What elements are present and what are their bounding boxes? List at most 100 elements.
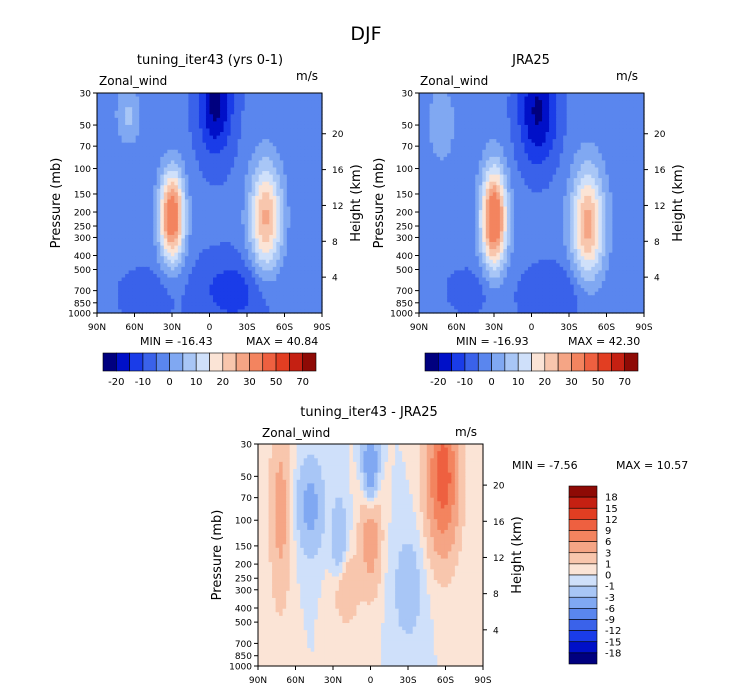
contour-cell (577, 124, 582, 130)
contour-cell (272, 181, 277, 186)
contour-cell (234, 231, 239, 236)
contour-cell (293, 167, 298, 172)
contour-cell (220, 284, 225, 289)
contour-cell (132, 188, 137, 193)
contour-cell (216, 270, 221, 275)
contour-cell (198, 93, 204, 98)
contour-cell (135, 96, 140, 101)
contour-cell (139, 142, 144, 147)
contour-cell (128, 142, 133, 147)
contour-cell (475, 103, 480, 108)
contour-cell (499, 142, 504, 147)
contour-cell (241, 117, 246, 122)
contour-cell (563, 100, 568, 105)
contour-cell (304, 96, 309, 101)
contour-cell (170, 121, 175, 126)
contour-cell (118, 249, 123, 254)
contour-cell (135, 160, 140, 165)
contour-cell (496, 139, 501, 144)
contour-cell (443, 139, 448, 144)
contour-cell (311, 153, 316, 158)
contour-cell (293, 114, 298, 119)
contour-cell (612, 93, 617, 98)
contour-cell (213, 231, 218, 236)
contour-cell (177, 121, 182, 126)
contour-cell (293, 156, 298, 162)
contour-cell (132, 217, 137, 222)
contour-cell (111, 142, 116, 147)
contour-cell (297, 178, 302, 183)
contour-cell (573, 107, 578, 112)
contour-cell (114, 156, 119, 162)
contour-cell (128, 121, 133, 126)
contour-cell (559, 96, 564, 101)
contour-cell (195, 160, 200, 165)
contour-cell (139, 146, 144, 151)
contour-cell (156, 107, 161, 112)
contour-cell (244, 149, 249, 154)
contour-cell (156, 160, 161, 165)
contour-cell (202, 185, 207, 190)
contour-cell (464, 114, 469, 119)
contour-cell (234, 107, 239, 112)
contour-cell (492, 117, 497, 122)
contour-cell (304, 107, 309, 112)
contour-cell (146, 291, 151, 296)
contour-cell (605, 93, 610, 98)
contour-cell (227, 291, 232, 296)
contour-cell (104, 270, 109, 275)
contour-cell (111, 163, 116, 169)
contour-cell (153, 178, 158, 183)
contour-cell (153, 142, 158, 147)
contour-cell (265, 210, 270, 215)
contour-cell (114, 124, 119, 130)
contour-cell (293, 107, 298, 112)
contour-cell (163, 160, 168, 165)
contour-cell (269, 256, 274, 261)
contour-cell (191, 195, 197, 201)
contour-cell (191, 110, 197, 115)
contour-cell (436, 121, 441, 126)
contour-cell (191, 277, 197, 282)
contour-cell (468, 114, 473, 119)
contour-cell (318, 96, 323, 101)
contour-cell (492, 121, 497, 126)
contour-cell (304, 288, 309, 293)
contour-cell (111, 124, 116, 130)
contour-cell (244, 192, 249, 197)
contour-cell (111, 249, 116, 254)
contour-cell (170, 107, 175, 112)
contour-cell (636, 124, 642, 130)
contour-cell (146, 153, 151, 158)
contour-cell (195, 124, 200, 130)
contour-cell (216, 146, 221, 151)
contour-cell (290, 281, 295, 286)
contour-cell (290, 132, 295, 137)
contour-cell (191, 234, 197, 240)
contour-cell (135, 217, 140, 222)
contour-cell (195, 135, 200, 140)
contour-cell (216, 238, 221, 243)
contour-cell (121, 302, 126, 307)
contour-cell (104, 153, 109, 158)
contour-cell (482, 121, 487, 126)
contour-cell (520, 93, 526, 98)
contour-cell (307, 117, 313, 122)
contour-cell (234, 295, 239, 300)
contour-cell (170, 128, 175, 133)
contour-cell (205, 284, 211, 289)
contour-cell (262, 252, 267, 257)
contour-cell (177, 96, 182, 101)
contour-cell (318, 128, 323, 133)
contour-cell (97, 249, 102, 254)
contour-cell (262, 213, 267, 218)
contour-cell (125, 309, 130, 314)
contour-cell (237, 220, 242, 225)
contour-cell (272, 192, 277, 197)
contour-cell (220, 245, 225, 250)
contour-cell (184, 185, 190, 190)
contour-cell (209, 139, 214, 144)
contour-cell (191, 163, 197, 169)
contour-cell (202, 249, 207, 254)
contour-cell (286, 192, 291, 197)
